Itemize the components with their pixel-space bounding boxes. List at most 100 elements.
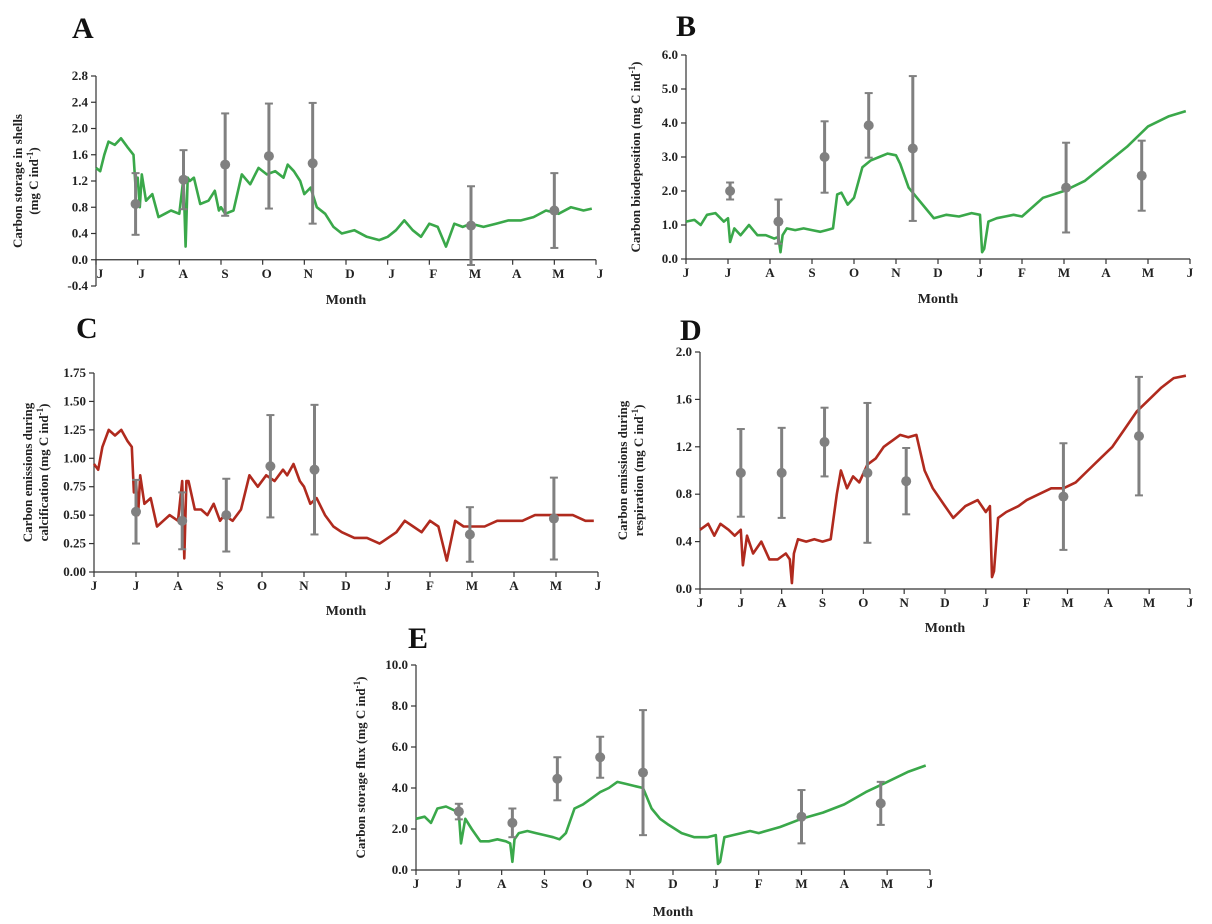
y-tick-label: 8.0 [392, 698, 408, 713]
x-tick-label: S [216, 578, 223, 593]
y-label-superscript: -1 [352, 680, 362, 688]
model-series-line [415, 764, 927, 866]
observed-point [1061, 182, 1072, 193]
x-tick-label: N [891, 265, 901, 280]
x-tick-label: D [940, 595, 949, 610]
x-tick-label: J [725, 265, 732, 280]
y-label-close: ) [26, 147, 41, 151]
observed-point [862, 467, 873, 478]
y-tick-label: 2.4 [72, 94, 89, 109]
y-tick-label: 6.0 [392, 739, 408, 754]
y-tick-label: 1.50 [63, 393, 86, 408]
x-tick-label: J [595, 578, 602, 593]
observed-point [901, 476, 912, 487]
y-tick-label: 0.25 [63, 536, 86, 551]
x-axis-label: Month [326, 604, 367, 619]
y-label-close: ) [631, 405, 646, 409]
observed-point [638, 767, 649, 778]
observed-point [130, 198, 141, 209]
y-tick-label: 1.6 [676, 391, 693, 406]
x-tick-label: A [512, 266, 522, 281]
y-label-superscript: -1 [630, 408, 640, 416]
y-tick-label: 4.0 [392, 780, 408, 795]
x-tick-label: A [765, 265, 775, 280]
x-tick-label: S [221, 266, 228, 281]
x-tick-label: M [881, 876, 893, 891]
observed-point [875, 798, 886, 809]
x-tick-label: A [179, 266, 189, 281]
y-label-close: ) [353, 677, 368, 681]
y-label-line2: (mg C ind [26, 158, 41, 214]
y-label-line2: respiration (mg C ind [631, 416, 646, 537]
x-tick-label: J [413, 876, 420, 891]
panel-a: A -0.4 0.0 0.4 0.8 1.2 1.6 2.0 2.4 2.8 J J A S O N D J F M A… [10, 12, 604, 308]
observed-point [265, 461, 276, 472]
y-tick-label: 4.0 [662, 115, 678, 130]
panel-e: E 0.0 2.0 4.0 6.0 8.0 10.0 J J A S O N D J F M A M J Month Ca… [352, 622, 934, 920]
x-tick-label: S [541, 876, 548, 891]
y-tick-label: 2.0 [392, 821, 408, 836]
x-tick-label: O [262, 266, 272, 281]
observed-point [819, 437, 830, 448]
x-tick-label: O [582, 876, 592, 891]
x-tick-label: A [777, 595, 787, 610]
y-tick-label: 3.0 [662, 149, 678, 164]
y-tick-label: 0.4 [72, 226, 89, 241]
observed-point [735, 467, 746, 478]
observed-point [1133, 431, 1144, 442]
x-axis-label: Month [918, 292, 959, 307]
y-tick-label: 0.8 [72, 199, 89, 214]
x-tick-label: J [1187, 595, 1194, 610]
x-tick-label: D [933, 265, 942, 280]
observed-point [307, 158, 318, 169]
observed-point [131, 506, 141, 517]
observed-point [177, 515, 188, 526]
observed-point [220, 159, 231, 170]
x-tick-label: M [469, 266, 481, 281]
panel-b: B 0.0 1.0 2.0 3.0 4.0 5.0 6.0 J J A S O N D J F M A M J Month… [627, 10, 1194, 307]
x-tick-label: J [385, 578, 392, 593]
y-label-line1: Carbon storage flux (mg C ind [353, 688, 368, 859]
x-tick-label: M [1143, 595, 1155, 610]
y-tick-label: 2.0 [72, 121, 88, 136]
x-tick-label: D [668, 876, 677, 891]
observed-point [819, 152, 830, 162]
y-label-line2: calcification (mg C ind [36, 415, 51, 542]
y-tick-label: 0.0 [392, 862, 408, 877]
y-tick-label: 1.00 [63, 450, 86, 465]
x-tick-label: J [388, 266, 395, 281]
panel-letter: C [76, 312, 98, 345]
x-tick-label: J [713, 876, 720, 891]
observed-point [221, 510, 232, 521]
observed-point [453, 806, 464, 817]
y-label-line1: Carbon emissions during [20, 402, 35, 542]
x-tick-label: F [1023, 595, 1031, 610]
x-tick-label: J [456, 876, 463, 891]
x-tick-label: M [1142, 265, 1154, 280]
y-label-superscript: -1 [35, 407, 45, 415]
x-tick-label: O [849, 265, 859, 280]
x-tick-label: A [840, 876, 850, 891]
observed-point [725, 186, 736, 196]
model-series-line [685, 109, 1187, 254]
observed-point [773, 216, 784, 227]
y-tick-label: -0.4 [67, 278, 88, 293]
x-tick-label: M [552, 266, 564, 281]
panel-letter: B [676, 10, 696, 43]
y-label-close: ) [36, 404, 51, 408]
observed-point [309, 464, 320, 475]
y-tick-label: 1.2 [72, 173, 88, 188]
x-tick-label: J [91, 578, 98, 593]
y-axis-label: Carbon biodeposition (mg C ind-1) [627, 62, 643, 253]
x-tick-label: J [133, 578, 140, 593]
y-tick-label: 1.6 [72, 147, 89, 162]
y-tick-label: 2.8 [72, 68, 89, 83]
y-tick-label: 1.25 [63, 422, 86, 437]
y-label-line1: Carbon emissions during [615, 400, 630, 540]
x-tick-label: J [597, 266, 604, 281]
y-tick-label: 5.0 [662, 81, 678, 96]
observed-point [776, 467, 787, 478]
y-tick-label: 0.50 [63, 507, 86, 522]
y-label-close: ) [628, 62, 643, 66]
